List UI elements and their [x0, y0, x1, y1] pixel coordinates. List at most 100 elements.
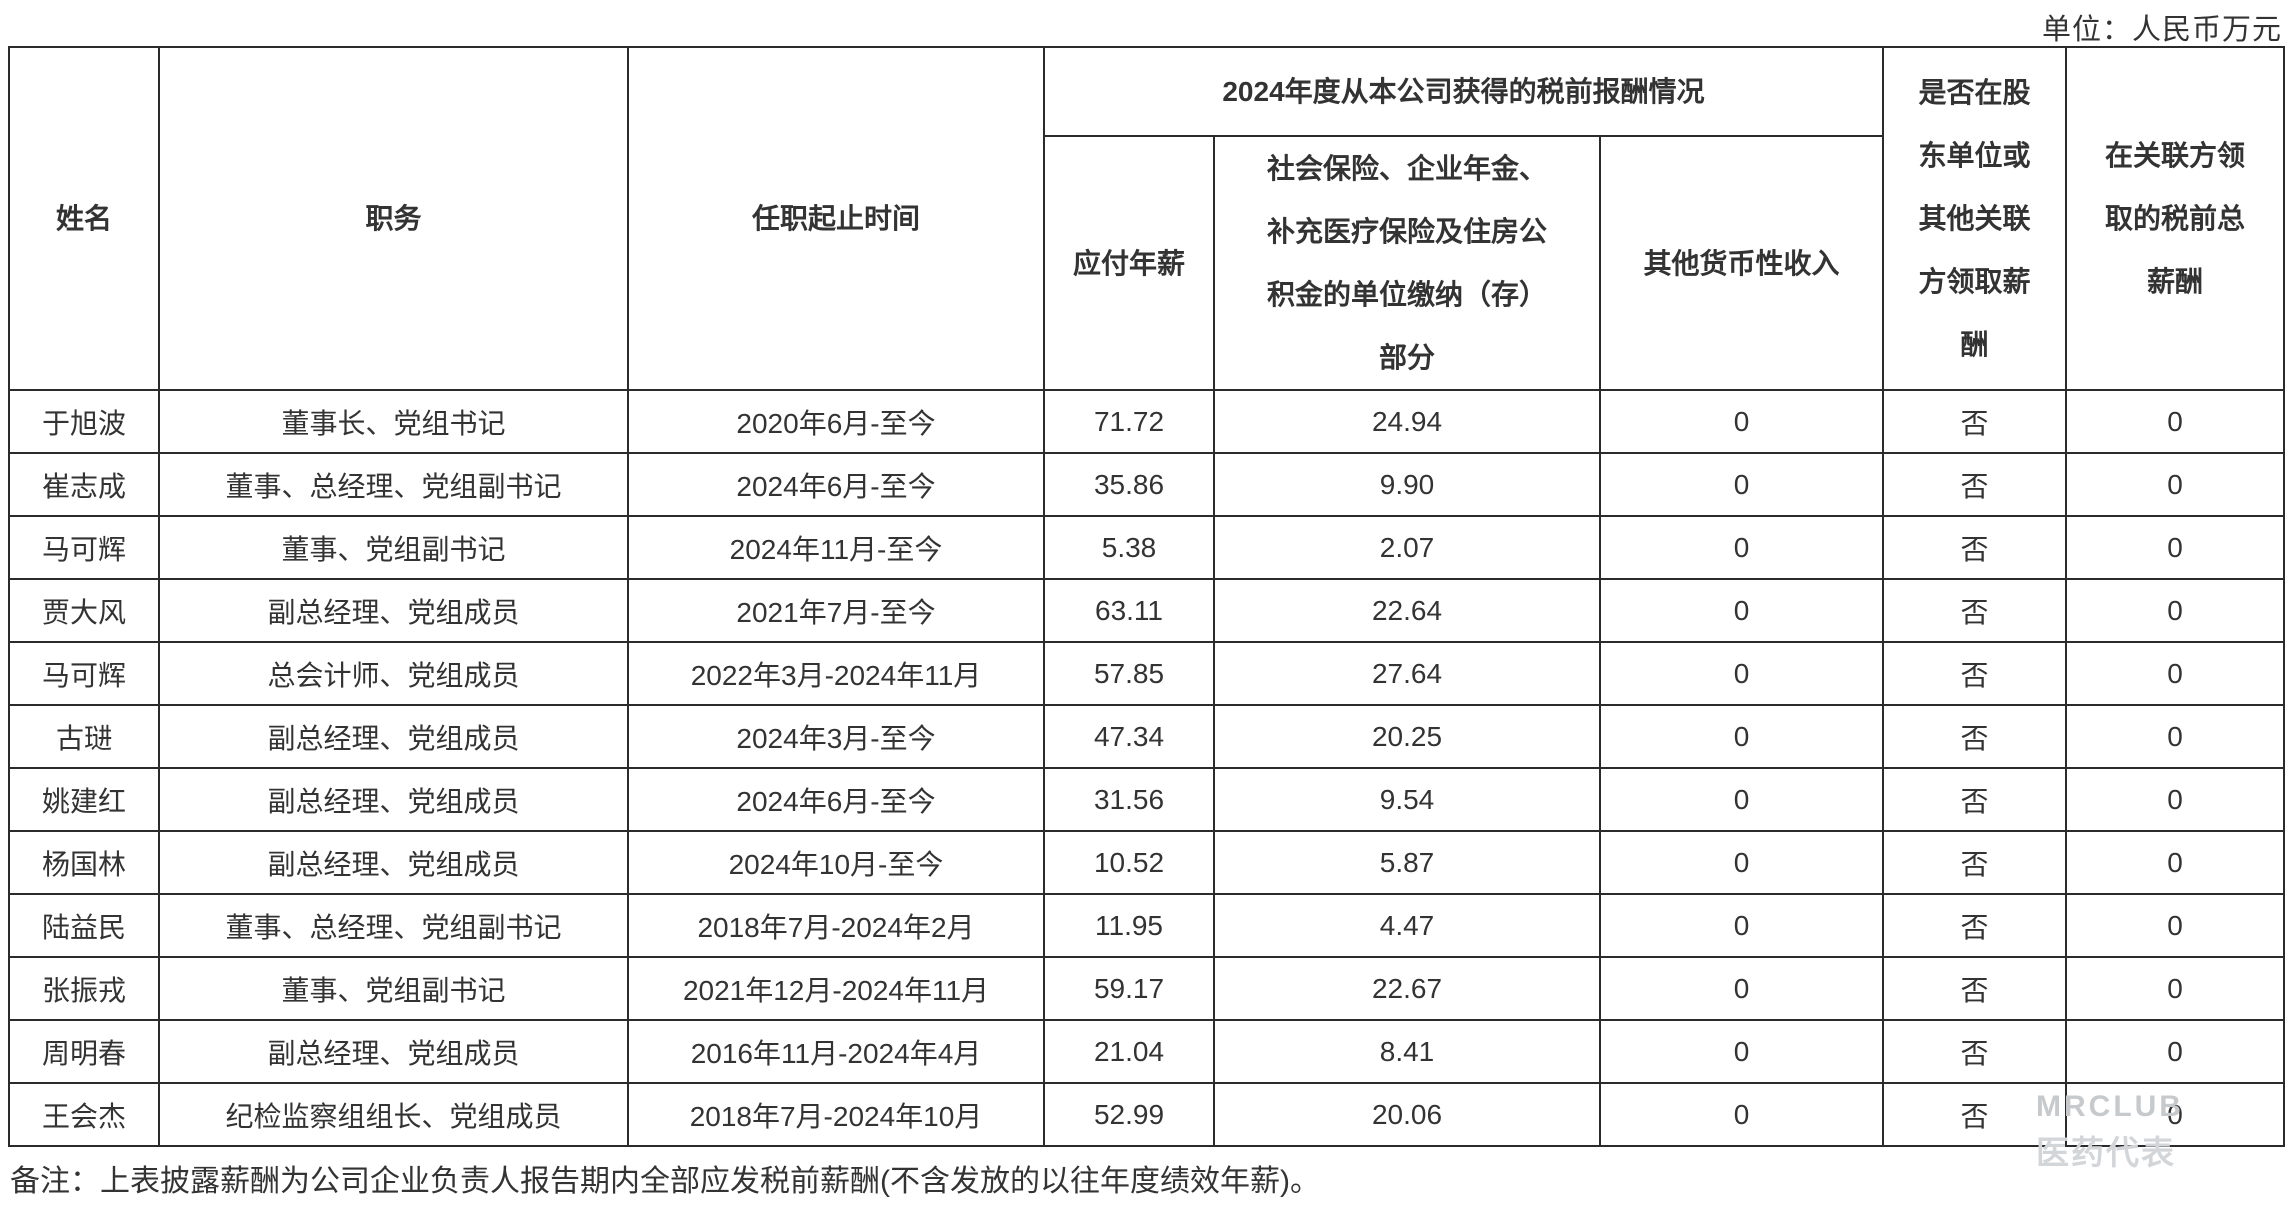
cell-social: 22.64	[1213, 578, 1601, 643]
table-row: 张振戎 董事、党组副书记 2021年12月-2024年11月 59.17 22.67 0 否…	[8, 956, 2286, 1021]
cell-other-income: 0	[1598, 641, 1885, 706]
cell-other-income: 0	[1598, 578, 1885, 643]
cell-related-comp: 0	[2065, 704, 2286, 769]
cell-position: 董事、总经理、党组副书记	[158, 452, 629, 517]
cell-social: 4.47	[1213, 893, 1601, 958]
cell-other-income: 0	[1598, 956, 1885, 1021]
cell-position: 董事长、党组书记	[158, 389, 629, 454]
cell-term: 2024年11月-至今	[627, 515, 1045, 580]
table-header: 姓名 职务 任职起止时间 2024年度从本公司获得的税前报酬情况 是否在股 东单…	[8, 46, 2286, 391]
cell-other-income: 0	[1598, 389, 1885, 454]
cell-other-income: 0	[1598, 704, 1885, 769]
cell-other-income: 0	[1598, 1082, 1885, 1147]
cell-related-comp: 0	[2065, 956, 2286, 1021]
cell-flag: 否	[1882, 1019, 2068, 1084]
cell-related-comp: 0	[2065, 1019, 2286, 1084]
header-term: 任职起止时间	[627, 46, 1045, 391]
cell-salary: 11.95	[1043, 893, 1215, 958]
cell-other-income: 0	[1598, 1019, 1885, 1084]
header-related-party-flag: 是否在股 东单位或 其他关联 方领取薪 酬	[1882, 46, 2068, 391]
cell-social: 27.64	[1213, 641, 1601, 706]
cell-social: 22.67	[1213, 956, 1601, 1021]
cell-term: 2022年3月-2024年11月	[627, 641, 1045, 706]
cell-term: 2016年11月-2024年4月	[627, 1019, 1045, 1084]
cell-name: 贾大风	[8, 578, 160, 643]
table-row: 周明春 副总经理、党组成员 2016年11月-2024年4月 21.04 8.41 0 否 0	[8, 1019, 2286, 1084]
cell-flag: 否	[1882, 830, 2068, 895]
cell-position: 纪检监察组组长、党组成员	[158, 1082, 629, 1147]
cell-name: 马可辉	[8, 515, 160, 580]
compensation-table: 姓名 职务 任职起止时间 2024年度从本公司获得的税前报酬情况 是否在股 东单…	[8, 46, 2286, 1147]
cell-flag: 否	[1882, 1082, 2068, 1147]
cell-salary: 57.85	[1043, 641, 1215, 706]
cell-term: 2021年7月-至今	[627, 578, 1045, 643]
cell-salary: 63.11	[1043, 578, 1215, 643]
header-related-party-comp: 在关联方领 取的税前总 薪酬	[2065, 46, 2286, 391]
cell-related-comp: 0	[2065, 1082, 2286, 1147]
cell-flag: 否	[1882, 641, 2068, 706]
cell-position: 副总经理、党组成员	[158, 578, 629, 643]
cell-social: 9.90	[1213, 452, 1601, 517]
cell-other-income: 0	[1598, 830, 1885, 895]
cell-salary: 52.99	[1043, 1082, 1215, 1147]
cell-salary: 21.04	[1043, 1019, 1215, 1084]
cell-name: 崔志成	[8, 452, 160, 517]
table-row: 杨国林 副总经理、党组成员 2024年10月-至今 10.52 5.87 0 否 0	[8, 830, 2286, 895]
cell-related-comp: 0	[2065, 452, 2286, 517]
cell-name: 姚建红	[8, 767, 160, 832]
cell-related-comp: 0	[2065, 893, 2286, 958]
cell-other-income: 0	[1598, 452, 1885, 517]
cell-related-comp: 0	[2065, 578, 2286, 643]
cell-salary: 10.52	[1043, 830, 1215, 895]
cell-salary: 5.38	[1043, 515, 1215, 580]
unit-label: 单位：人民币万元	[2041, 14, 2282, 46]
header-comp-group: 2024年度从本公司获得的税前报酬情况	[1042, 46, 1885, 137]
cell-term: 2024年3月-至今	[627, 704, 1045, 769]
cell-social: 2.07	[1213, 515, 1601, 580]
cell-position: 总会计师、党组成员	[158, 641, 629, 706]
cell-name: 周明春	[8, 1019, 160, 1084]
cell-position: 副总经理、党组成员	[158, 1019, 629, 1084]
cell-social: 20.06	[1213, 1082, 1601, 1147]
table-row: 马可辉 总会计师、党组成员 2022年3月-2024年11月 57.85 27.64 0 否…	[8, 641, 2286, 706]
table-row: 陆益民 董事、总经理、党组副书记 2018年7月-2024年2月 11.95 4.47 0…	[8, 893, 2286, 958]
table-row: 王会杰 纪检监察组组长、党组成员 2018年7月-2024年10月 52.99 20.0…	[8, 1082, 2286, 1147]
table-row: 马可辉 董事、党组副书记 2024年11月-至今 5.38 2.07 0 否 0	[8, 515, 2286, 580]
cell-term: 2024年6月-至今	[627, 767, 1045, 832]
cell-flag: 否	[1882, 452, 2068, 517]
cell-flag: 否	[1882, 893, 2068, 958]
cell-term: 2018年7月-2024年2月	[627, 893, 1045, 958]
cell-term: 2024年10月-至今	[627, 830, 1045, 895]
cell-name: 马可辉	[8, 641, 160, 706]
table-row: 古琎 副总经理、党组成员 2024年3月-至今 47.34 20.25 0 否 0	[8, 704, 2286, 769]
cell-term: 2018年7月-2024年10月	[627, 1082, 1045, 1147]
cell-position: 董事、总经理、党组副书记	[158, 893, 629, 958]
table-body: 于旭波 董事长、党组书记 2020年6月-至今 71.72 24.94 0 否 0 崔志成 董事、…	[8, 389, 2286, 1147]
cell-name: 古琎	[8, 704, 160, 769]
cell-related-comp: 0	[2065, 641, 2286, 706]
cell-other-income: 0	[1598, 515, 1885, 580]
cell-social: 9.54	[1213, 767, 1601, 832]
header-social-insurance: 社会保险、企业年金、 补充医疗保险及住房公 积金的单位缴纳（存） 部分	[1213, 135, 1601, 391]
header-row-1: 姓名 职务 任职起止时间 2024年度从本公司获得的税前报酬情况 是否在股 东单…	[8, 46, 2286, 391]
cell-salary: 47.34	[1043, 704, 1215, 769]
cell-position: 董事、党组副书记	[158, 515, 629, 580]
cell-flag: 否	[1882, 956, 2068, 1021]
cell-flag: 否	[1882, 515, 2068, 580]
cell-salary: 31.56	[1043, 767, 1215, 832]
cell-name: 于旭波	[8, 389, 160, 454]
cell-flag: 否	[1882, 704, 2068, 769]
footnote: 备注：上表披露薪酬为公司企业负责人报告期内全部应发税前薪酬(不含发放的以往年度绩…	[10, 1165, 1320, 1198]
table-row: 崔志成 董事、总经理、党组副书记 2024年6月-至今 35.86 9.90 0 否 0	[8, 452, 2286, 517]
cell-related-comp: 0	[2065, 389, 2286, 454]
cell-flag: 否	[1882, 578, 2068, 643]
cell-related-comp: 0	[2065, 830, 2286, 895]
cell-name: 陆益民	[8, 893, 160, 958]
table-row: 姚建红 副总经理、党组成员 2024年6月-至今 31.56 9.54 0 否 0	[8, 767, 2286, 832]
cell-salary: 59.17	[1043, 956, 1215, 1021]
cell-position: 副总经理、党组成员	[158, 704, 629, 769]
cell-position: 副总经理、党组成员	[158, 830, 629, 895]
cell-term: 2021年12月-2024年11月	[627, 956, 1045, 1021]
cell-position: 董事、党组副书记	[158, 956, 629, 1021]
